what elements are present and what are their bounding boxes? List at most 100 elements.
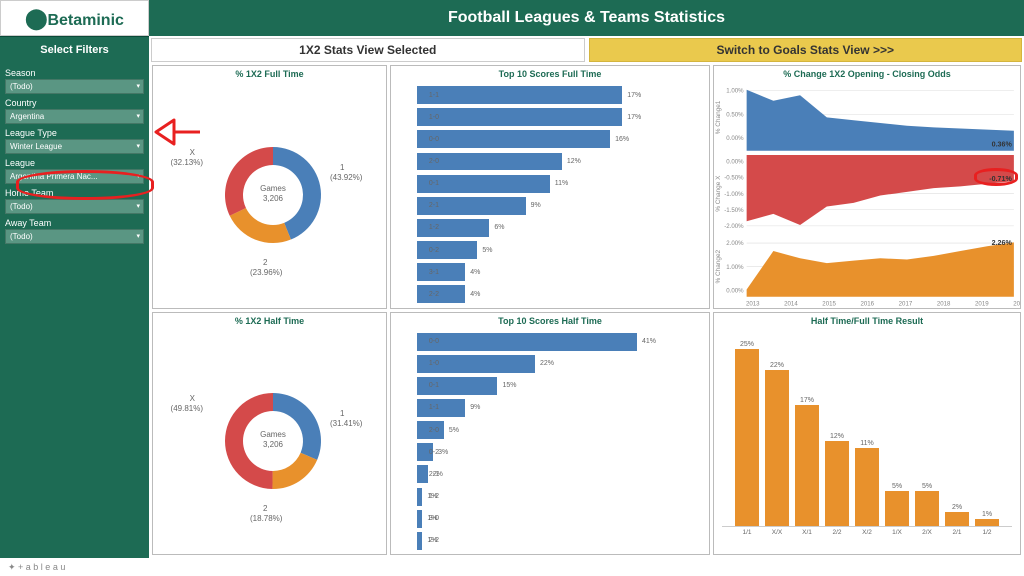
bar-row: 2-2 1% [417,531,701,551]
tab-1x2-stats[interactable]: 1X2 Stats View Selected [151,38,585,62]
bar-row: 1-0 17% [417,107,701,127]
filter-home-team[interactable]: (Todo) [5,199,144,214]
svg-text:1.00%: 1.00% [726,264,744,271]
bar-row: 0-1 15% [417,376,701,396]
svg-text:2014: 2014 [784,300,798,307]
bar-col: 25% [732,335,762,526]
panel-title: Top 10 Scores Half Time [391,313,709,329]
panel-htft-result: Half Time/Full Time Result 25%22%17%12%1… [713,312,1021,556]
svg-text:2018: 2018 [937,300,951,307]
bar-col: 5% [912,335,942,526]
svg-text:3,206: 3,206 [262,194,283,203]
panel-title: % 1X2 Full Time [153,66,386,82]
bar-row: 3-1 4% [417,262,701,282]
bar-row: 0-0 16% [417,129,701,149]
svg-text:X: X [189,394,195,403]
svg-text:2.26%: 2.26% [992,238,1013,247]
svg-text:2016: 2016 [860,300,874,307]
brand-text: ⬤Betaminic [25,6,124,31]
filter-label: Season [5,68,144,78]
svg-text:2.00%: 2.00% [726,240,744,247]
panel-title: % 1X2 Half Time [153,313,386,329]
svg-text:2019: 2019 [975,300,989,307]
arrow-annotation [154,110,202,154]
svg-text:% Change X: % Change X [715,175,722,212]
filter-sidebar: Season (Todo) Country Argentina League Typ… [0,62,149,558]
svg-text:2: 2 [263,258,268,267]
filter-season[interactable]: (Todo) [5,79,144,94]
panel-title: % Change 1X2 Opening - Closing Odds [714,66,1020,82]
svg-text:0.00%: 0.00% [726,158,744,165]
area-chart-svg: 1.00% 0.50% 0.00% 0.00% -0.50% -1.00% -1.50% -2… [714,82,1020,308]
bar-col: 22% [762,335,792,526]
page-title: Football Leagues & Teams Statistics [149,0,1024,36]
bar-col: 17% [792,335,822,526]
svg-text:0.50%: 0.50% [726,111,744,118]
svg-text:3,206: 3,206 [262,440,283,449]
panel-top-scores-half-time: Top 10 Scores Half Time 0-0 41%1-0 22%0-… [390,312,710,556]
bar-row: 0-2 3% [417,442,701,462]
svg-text:-2.00%: -2.00% [724,223,744,230]
svg-text:(18.78%): (18.78%) [250,514,283,523]
svg-text:-1.00%: -1.00% [724,191,744,198]
svg-text:Games: Games [260,430,286,439]
bar-row: 1-1 9% [417,398,701,418]
highlight-league-filter [16,170,154,200]
brand-logo: ⬤Betaminic [0,0,149,36]
svg-text:(23.96%): (23.96%) [250,268,283,277]
svg-text:1.00%: 1.00% [726,88,744,95]
panel-title: Top 10 Scores Full Time [391,66,709,82]
bar-row: 3-0 1% [417,509,701,529]
bar-row: 2-1 9% [417,196,701,216]
bar-col: 11% [852,335,882,526]
bar-row: 0-2 5% [417,240,701,260]
svg-text:2: 2 [263,504,268,513]
bar-col: 1% [972,335,1002,526]
bar-row: 1-0 22% [417,354,701,374]
svg-text:(49.81%): (49.81%) [170,404,203,413]
panel-1x2-half-time: % 1X2 Half Time Games 3,206 1 (31.41%) 2… [152,312,387,556]
bar-row: 1-1 17% [417,85,701,105]
filter-label: Away Team [5,218,144,228]
svg-text:2020: 2020 [1013,300,1020,307]
highlight-change-x-value [974,168,1018,186]
bar-col: 5% [882,335,912,526]
svg-text:0.36%: 0.36% [992,139,1013,148]
panel-change-1x2: % Change 1X2 Opening - Closing Odds 1.00… [713,65,1021,309]
bar-row: 1-2 6% [417,218,701,238]
svg-text:(43.92%): (43.92%) [330,173,363,182]
svg-text:% Change2: % Change2 [715,249,722,283]
filter-label: League Type [5,128,144,138]
svg-text:-0.50%: -0.50% [724,175,744,182]
svg-text:2013: 2013 [746,300,760,307]
bar-col: 2% [942,335,972,526]
select-filters-header: Select Filters [0,36,149,62]
panel-title: Half Time/Full Time Result [714,313,1020,329]
svg-text:% Change1: % Change1 [715,100,722,134]
svg-text:2017: 2017 [899,300,913,307]
bar-row: 2-2 4% [417,284,701,304]
filter-country[interactable]: Argentina [5,109,144,124]
filter-label: League [5,158,144,168]
svg-text:-1.50%: -1.50% [724,207,744,214]
bar-row: 2-0 5% [417,420,701,440]
filter-league-type[interactable]: Winter League [5,139,144,154]
bar-row: 1-2 1% [417,487,701,507]
svg-text:0.00%: 0.00% [726,287,744,294]
tab-goals-stats[interactable]: Switch to Goals Stats View >>> [589,38,1023,62]
svg-text:0.00%: 0.00% [726,135,744,142]
panel-1x2-full-time: % 1X2 Full Time Games 3,206 1 (43.92%) 2… [152,65,387,309]
bar-row: 0-0 41% [417,332,701,352]
panel-top-scores-full-time: Top 10 Scores Full Time 1-1 17%1-0 17%0-… [390,65,710,309]
svg-text:(32.13%): (32.13%) [170,158,203,167]
bar-row: 2-0 12% [417,152,701,172]
filter-away-team[interactable]: (Todo) [5,229,144,244]
svg-text:2015: 2015 [822,300,836,307]
bar-row: 0-1 11% [417,174,701,194]
svg-text:(31.41%): (31.41%) [330,419,363,428]
svg-text:1: 1 [340,163,345,172]
filter-label: Country [5,98,144,108]
bar-col: 12% [822,335,852,526]
bar-row: 2-1 2% [417,464,701,484]
tableau-footer: ✦ + a b l e a u [0,558,1024,576]
